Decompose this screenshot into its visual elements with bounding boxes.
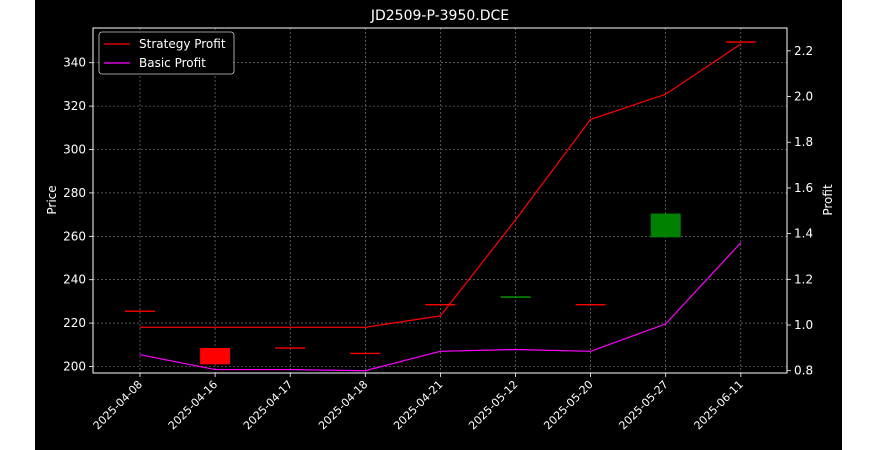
y-left-tick-label: 300 [63,143,86,157]
y-left-tick-label: 320 [63,99,86,113]
candle-body [200,348,231,365]
right-axis-label: Profit [821,184,835,216]
y-left-tick-label: 220 [63,316,86,330]
y-right-tick-label: 0.8 [794,364,813,378]
y-right-tick-label: 1.4 [794,227,813,241]
y-left-tick-label: 260 [63,229,86,243]
y-left-tick-label: 240 [63,273,86,287]
y-right-tick-label: 1.2 [794,272,813,286]
y-left-tick-label: 340 [63,56,86,70]
candles [125,41,756,365]
strategy-profit-line [140,43,742,328]
y-right-tick-label: 2.2 [794,44,813,58]
y-left-tick-label: 200 [63,359,86,373]
y-right-tick-label: 1.6 [794,181,813,195]
y-left-tick-label: 280 [63,186,86,200]
y-right-tick-label: 1.8 [794,135,813,149]
left-axis-label: Price [45,185,59,214]
legend-label-basic: Basic Profit [139,56,206,70]
chart-title: JD2509-P-3950.DCE [370,8,509,24]
grid [93,28,787,373]
y-right-tick-label: 2.0 [794,90,813,104]
candle-body [650,213,681,238]
legend: Strategy Profit Basic Profit [98,31,235,75]
profit-lines [139,43,742,372]
legend-box [98,31,235,75]
basic-profit-line [139,242,742,372]
y-right-tick-label: 1.0 [794,318,813,332]
figure-background [35,0,842,450]
legend-label-strategy: Strategy Profit [139,37,226,51]
